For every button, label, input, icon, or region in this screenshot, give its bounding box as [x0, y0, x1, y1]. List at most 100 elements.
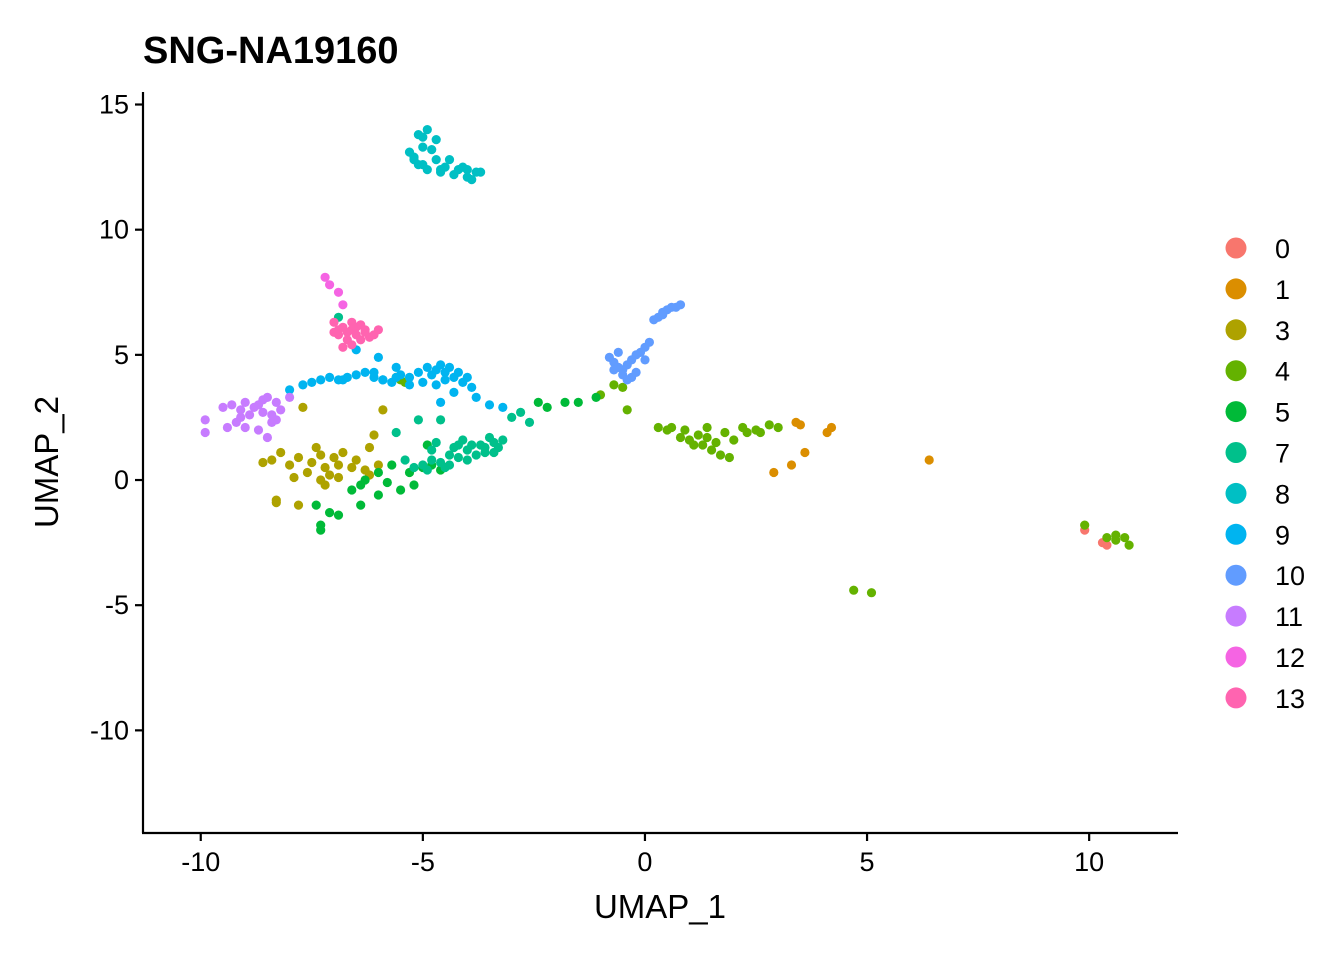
point-cluster-4	[720, 427, 730, 438]
point-cluster-3	[316, 450, 326, 460]
point-cluster-4	[702, 422, 712, 433]
point-cluster-8	[418, 142, 428, 152]
legend-key-10	[1225, 564, 1247, 586]
point-cluster-3	[293, 452, 304, 463]
point-cluster-5	[356, 500, 366, 510]
point-cluster-4	[622, 405, 632, 415]
point-cluster-9	[453, 367, 463, 377]
point-cluster-9	[413, 367, 423, 377]
point-cluster-5	[382, 477, 392, 488]
legend-label-4: 4	[1275, 357, 1290, 387]
point-cluster-11	[200, 415, 210, 425]
point-cluster-9	[418, 377, 428, 387]
point-cluster-12	[325, 280, 335, 290]
point-cluster-10	[640, 355, 650, 365]
point-cluster-13	[356, 335, 366, 345]
point-cluster-4	[729, 435, 739, 445]
point-cluster-7	[489, 447, 499, 458]
point-cluster-10	[622, 375, 632, 385]
point-cluster-11	[258, 395, 268, 405]
point-cluster-9	[351, 370, 361, 380]
point-cluster-12	[338, 300, 348, 310]
point-cluster-4	[653, 422, 663, 433]
legend-label-0: 0	[1275, 234, 1290, 264]
point-cluster-7	[391, 427, 401, 438]
point-cluster-12	[333, 287, 344, 297]
point-cluster-5	[325, 507, 335, 518]
point-cluster-9	[436, 397, 446, 407]
point-cluster-3	[338, 447, 348, 458]
point-cluster-10	[609, 365, 619, 375]
legend-key-11	[1225, 605, 1247, 627]
point-cluster-9	[462, 372, 472, 382]
point-cluster-5	[373, 467, 383, 478]
point-cluster-7	[427, 455, 437, 465]
legend-key-1	[1225, 278, 1247, 300]
y-tick-label: 15	[99, 90, 129, 120]
point-cluster-8	[418, 132, 428, 142]
legend-key-3	[1225, 319, 1247, 341]
point-cluster-8	[431, 155, 441, 165]
point-cluster-9	[369, 367, 379, 377]
point-cluster-3	[258, 457, 268, 468]
point-cluster-11	[240, 422, 250, 433]
point-cluster-5	[396, 485, 406, 495]
point-cluster-9	[467, 382, 477, 392]
point-cluster-9	[498, 402, 508, 412]
point-cluster-9	[404, 372, 415, 382]
x-tick-label: 5	[860, 847, 875, 877]
point-cluster-3	[373, 460, 383, 470]
legend-label-8: 8	[1275, 479, 1290, 509]
point-cluster-9	[316, 375, 326, 385]
point-cluster-9	[285, 385, 295, 395]
point-cluster-4	[680, 425, 690, 435]
legend-label-12: 12	[1275, 643, 1305, 673]
point-cluster-11	[271, 397, 281, 407]
point-cluster-7	[444, 450, 455, 460]
point-cluster-3	[298, 402, 308, 412]
point-cluster-3	[276, 447, 286, 458]
point-cluster-9	[404, 380, 415, 390]
point-cluster-3	[293, 500, 304, 510]
point-cluster-9	[307, 377, 317, 387]
point-cluster-11	[218, 402, 228, 412]
point-cluster-3	[369, 430, 379, 440]
point-cluster-4	[698, 440, 708, 450]
point-cluster-4	[1111, 535, 1121, 545]
point-cluster-3	[333, 472, 344, 483]
point-cluster-11	[276, 405, 286, 415]
point-cluster-12	[320, 272, 330, 282]
point-cluster-4	[711, 437, 721, 448]
point-cluster-7	[462, 455, 472, 465]
point-cluster-5	[373, 490, 383, 500]
legend-label-3: 3	[1275, 316, 1290, 346]
point-cluster-7	[436, 415, 446, 425]
point-cluster-3	[311, 442, 321, 453]
point-cluster-7	[453, 440, 463, 450]
legend-key-4	[1225, 360, 1247, 382]
point-cluster-7	[471, 450, 481, 460]
legend-key-5	[1225, 401, 1247, 423]
point-cluster-4	[707, 445, 717, 455]
point-cluster-9	[449, 387, 459, 397]
point-cluster-9	[444, 362, 455, 372]
point-cluster-3	[347, 462, 357, 473]
point-cluster-4	[1102, 533, 1112, 543]
point-cluster-8	[422, 165, 432, 175]
x-tick-label: -5	[411, 847, 435, 877]
point-cluster-5	[316, 525, 326, 535]
point-cluster-3	[285, 460, 295, 470]
point-cluster-8	[436, 165, 446, 175]
y-axis-title: UMAP_2	[28, 396, 65, 528]
legend-label-5: 5	[1275, 398, 1290, 428]
point-cluster-7	[431, 437, 441, 448]
point-cluster-3	[320, 462, 330, 473]
scatter-points	[200, 125, 1134, 598]
point-cluster-3	[289, 472, 299, 483]
point-cluster-9	[427, 370, 437, 380]
legend-key-12	[1225, 646, 1247, 668]
legend-key-0	[1225, 237, 1247, 259]
x-tick-label: -10	[181, 847, 220, 877]
point-cluster-1	[795, 420, 806, 430]
